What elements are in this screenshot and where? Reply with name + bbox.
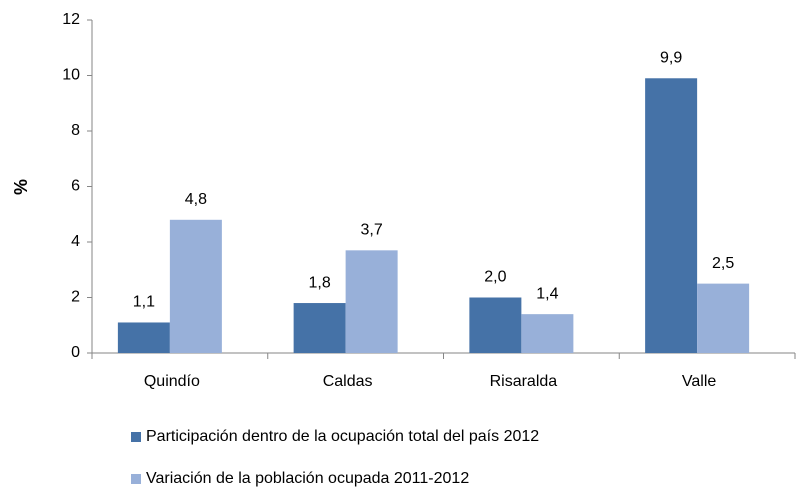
value-label: 9,9 — [660, 49, 682, 66]
x-tick-label: Risaralda — [490, 373, 558, 390]
legend-swatch — [131, 474, 141, 484]
legend-label: Participación dentro de la ocupación tot… — [146, 428, 539, 445]
x-tick-label: Caldas — [323, 373, 373, 390]
bar — [645, 78, 698, 354]
y-tick-label: 10 — [62, 67, 80, 84]
y-tick-label: 2 — [71, 289, 80, 306]
bar — [521, 314, 574, 353]
y-tick-label: 6 — [71, 178, 80, 195]
bar — [293, 303, 346, 353]
y-tick-label: 8 — [71, 122, 80, 139]
value-label: 1,4 — [536, 285, 558, 302]
y-tick-label: 0 — [71, 344, 80, 361]
y-axis-label: % — [11, 179, 31, 195]
bar — [117, 322, 170, 353]
value-label: 2,5 — [712, 255, 734, 272]
y-tick-label: 4 — [71, 233, 80, 250]
value-label: 1,1 — [133, 294, 155, 311]
value-label: 3,7 — [361, 222, 383, 239]
x-tick-label: Quindío — [144, 373, 200, 390]
bar — [169, 219, 222, 353]
legend-swatch — [131, 432, 141, 442]
bar — [469, 297, 522, 353]
value-label: 4,8 — [185, 191, 207, 208]
bar — [697, 283, 750, 353]
value-label: 1,8 — [309, 274, 331, 291]
bar — [345, 250, 398, 353]
x-tick-label: Valle — [682, 373, 716, 390]
y-tick-label: 12 — [62, 11, 80, 28]
value-label: 2,0 — [484, 269, 506, 286]
legend-label: Variación de la población ocupada 2011-2… — [146, 470, 469, 487]
